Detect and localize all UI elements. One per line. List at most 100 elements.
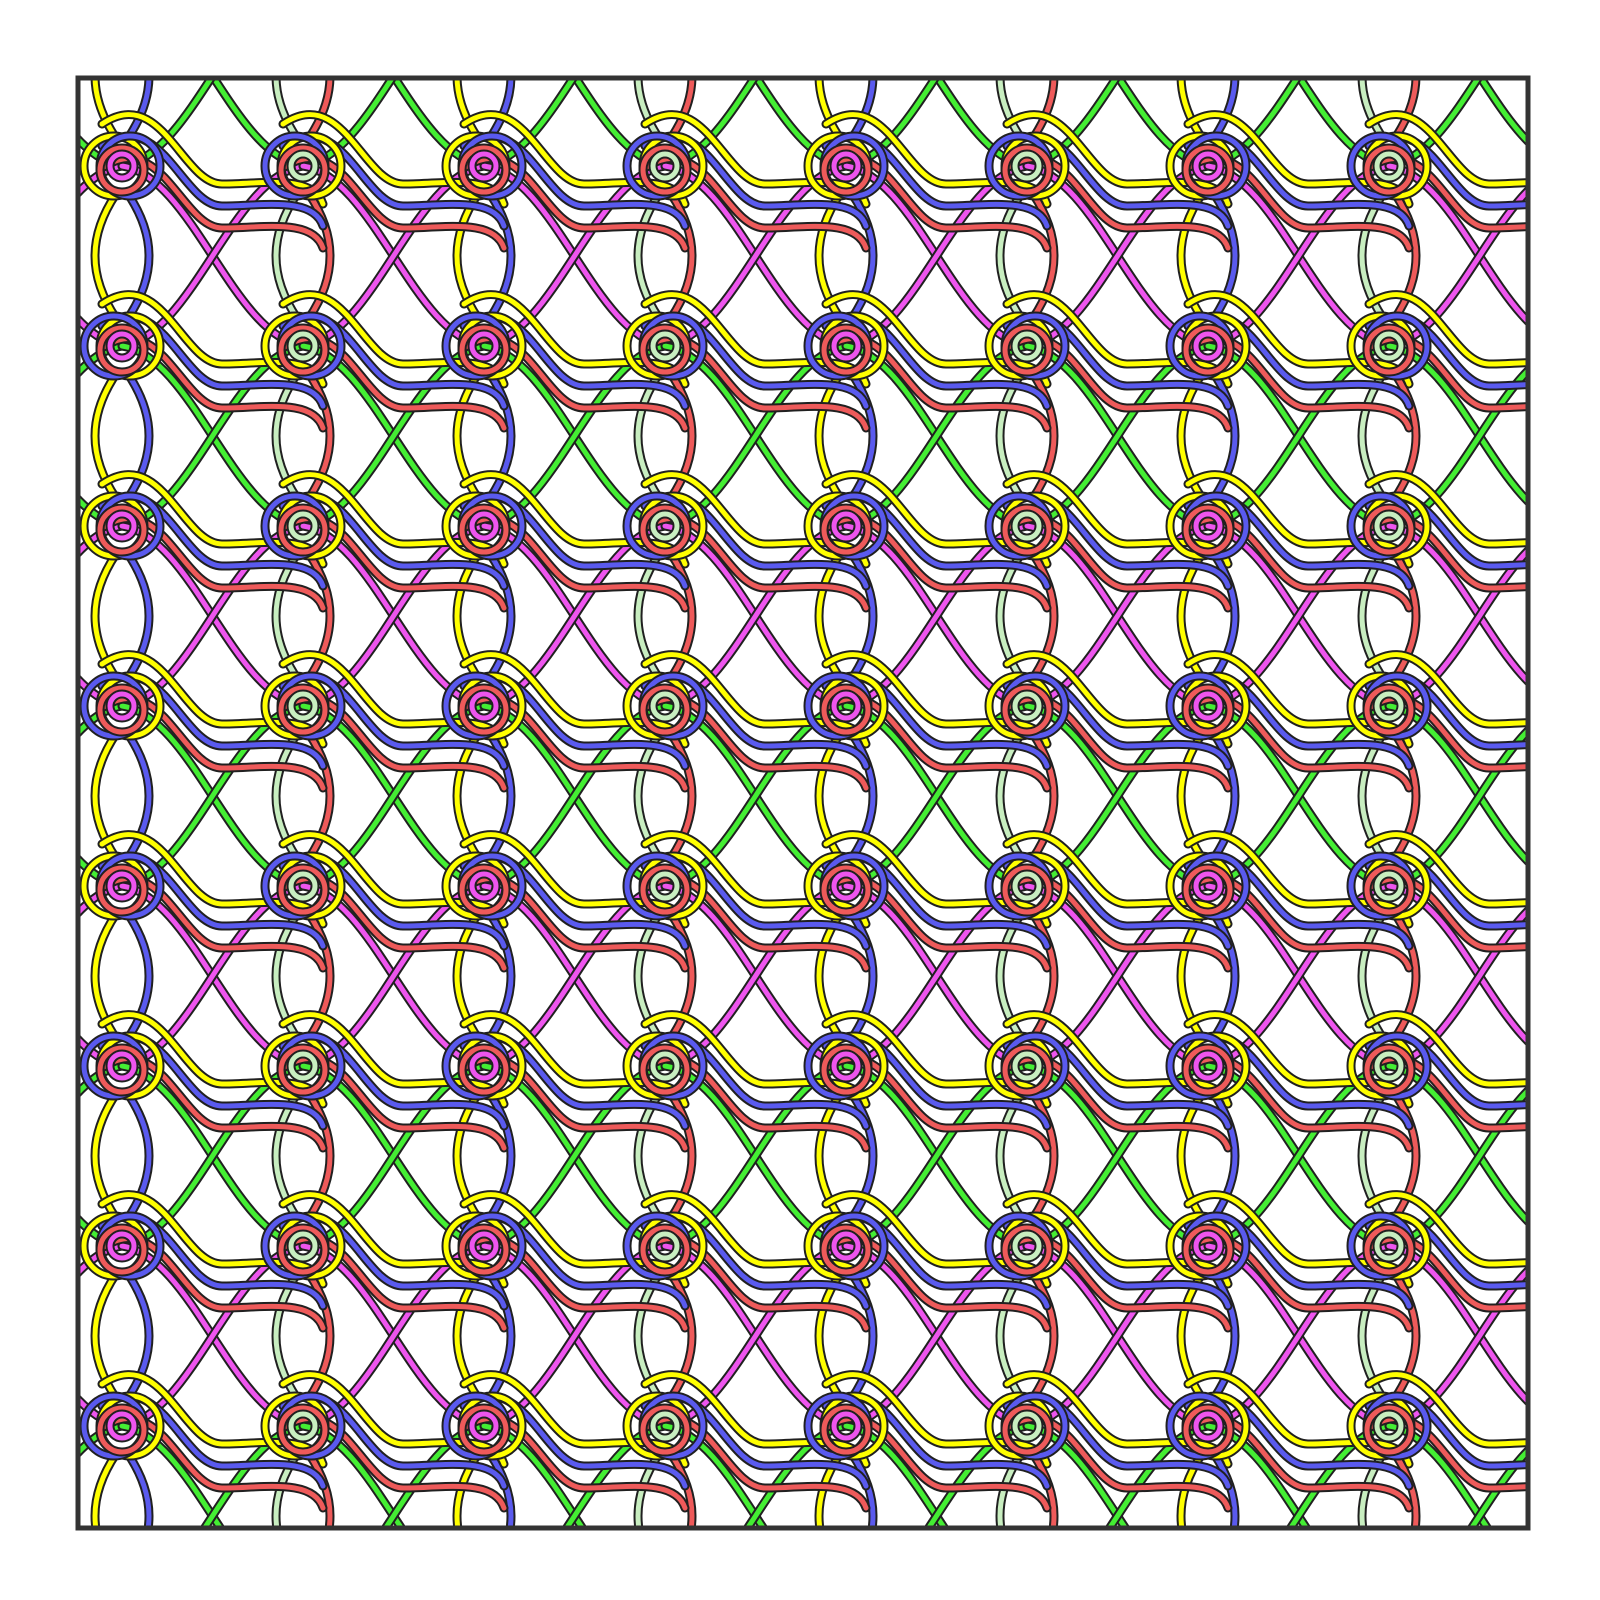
chain-link [487,911,514,1041]
wave-strand [461,112,688,207]
diagonal-thread [210,78,306,169]
wave-strand [823,112,1050,207]
node-ring [1364,685,1414,735]
chain-link [487,731,514,861]
wave-strand [823,472,1050,567]
diagonal-thread [300,78,396,169]
node-ring [1183,865,1233,915]
node-core-ring [1012,691,1042,721]
node-core-ring [831,871,861,901]
chain-link [92,1451,119,1528]
node-ring [97,685,147,735]
node-ring [821,865,871,915]
node-core-ring [288,1231,318,1261]
wave-strand [99,292,326,387]
wave-strand [280,472,507,567]
wave-strand [99,112,326,207]
wave-strand [642,1372,869,1467]
diagonal-thread [300,1063,487,1249]
chain-link [668,1451,695,1528]
wave-strand [280,1372,507,1467]
diagonal-thread [300,163,487,349]
chain-link [1030,371,1057,501]
diagonal-thread [300,523,487,709]
diagonal-thread [1205,163,1392,349]
chain-link [306,1451,333,1528]
diagonal-thread [119,703,306,889]
wave-strand [1185,652,1412,747]
diagonal-thread [481,703,668,889]
wave-strand [823,1192,1050,1287]
chain-link [1392,191,1419,321]
wave-strand [280,832,507,927]
chain-link [849,731,876,861]
chain-link [849,1271,876,1401]
wave-strand [99,472,326,567]
node-ring [1364,1405,1414,1455]
diagonal-thread [572,78,668,169]
node-ring [278,1405,328,1455]
chain-link [487,371,514,501]
chain-link [125,78,152,141]
node-core-ring [650,1411,680,1441]
wave-strand [1004,1012,1231,1107]
diagonal-thread [1386,1087,1528,1249]
chain-link [125,1271,152,1401]
diagonal-thread [1024,523,1211,709]
diagonal-thread [843,343,1030,529]
chain-link [668,731,695,861]
chain-link [849,371,876,501]
node-ring [278,685,328,735]
node-ring [278,145,328,195]
chain-link [125,551,152,681]
node-core-ring [650,871,680,901]
wave-strand [1185,112,1412,207]
chain-link [1392,78,1419,141]
chain-link [487,191,514,321]
node-ring [278,325,328,375]
wave-strand [1185,1192,1412,1287]
node-core-ring [107,871,137,901]
node-ring [97,325,147,375]
node-core-ring [1374,871,1404,901]
diagonal-thread [662,163,849,349]
wave-strand [642,292,869,387]
node-ring [640,1405,690,1455]
chain-link [125,911,152,1041]
node-ring [1183,325,1233,375]
chain-link [306,551,333,681]
node-core-ring [650,331,680,361]
node-ring [640,685,690,735]
node-ring [640,145,690,195]
wave-strand [823,832,1050,927]
chain-link [1211,1091,1238,1221]
node-core-ring [831,691,861,721]
chain-link [306,371,333,501]
node-ring [821,1225,871,1275]
node-ring [1183,1405,1233,1455]
chain-link [1392,1271,1419,1401]
wave-strand [1366,832,1528,907]
diagonal-thread [300,883,487,1069]
node-core-ring [831,511,861,541]
node-core-ring [469,151,499,181]
diagonal-thread [119,78,215,169]
chain-link [1030,78,1057,141]
node-core-ring [469,871,499,901]
node-core-ring [1012,1231,1042,1261]
wave-strand [1004,1372,1231,1467]
wave-strand [823,652,1050,747]
node-ring [1183,1045,1233,1095]
diagonal-thread [481,163,668,349]
node-ring [640,505,690,555]
node-ring [1002,145,1052,195]
chain-link [668,191,695,321]
chain-link [1030,911,1057,1041]
chain-link [1211,191,1238,321]
node-ring [97,1225,147,1275]
wave-strand [461,1012,688,1107]
diagonal-thread [662,703,849,889]
frame-border [75,75,1531,1531]
node-core-ring [107,691,137,721]
